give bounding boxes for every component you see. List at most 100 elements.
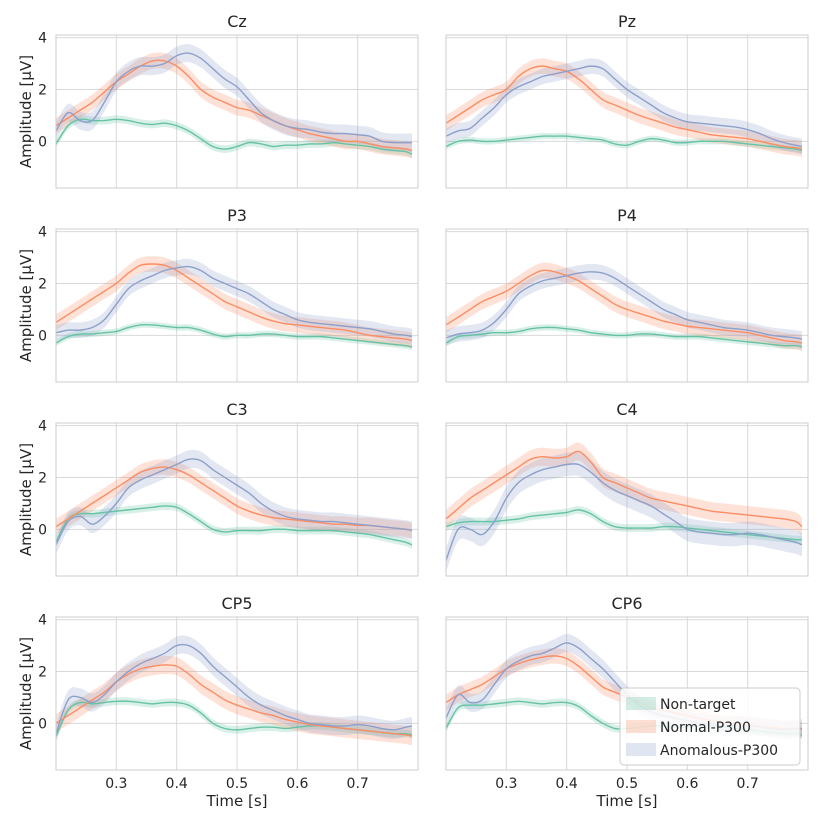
legend-swatch-non-target bbox=[626, 697, 656, 710]
legend-label-normal-p300: Normal-P300 bbox=[660, 720, 751, 736]
y-axis-label: Amplitude [μV] bbox=[17, 55, 35, 168]
series-line-normal-p300 bbox=[56, 466, 413, 532]
ci-band-normal-p300 bbox=[446, 442, 802, 536]
y-tick-label: 4 bbox=[38, 419, 47, 435]
panel-title: CP5 bbox=[222, 594, 253, 613]
series-line-anomalous-p300 bbox=[56, 265, 413, 338]
ci-band-anomalous-p300 bbox=[446, 58, 802, 155]
panel-title: P4 bbox=[617, 206, 637, 225]
ci-band-anomalous-p300 bbox=[446, 264, 802, 347]
panel-title: CP6 bbox=[612, 594, 643, 613]
panel-p4: P4 bbox=[445, 206, 809, 383]
y-axis-label: Amplitude [μV] bbox=[17, 249, 35, 362]
ci-band-normal-p300 bbox=[56, 256, 412, 349]
y-tick-label: 4 bbox=[38, 613, 47, 629]
legend-swatch-anomalous-p300 bbox=[626, 743, 656, 756]
ci-band-anomalous-p300 bbox=[56, 449, 412, 554]
legend-label-anomalous-p300: Anomalous-P300 bbox=[660, 743, 778, 759]
series-group bbox=[56, 449, 413, 554]
series-line-non-target bbox=[56, 505, 413, 546]
plot-frame bbox=[445, 422, 809, 577]
series-group bbox=[56, 256, 413, 351]
legend-label-non-target: Non-target bbox=[660, 697, 736, 713]
ci-band-anomalous-p300 bbox=[446, 452, 802, 573]
series-line-anomalous-p300 bbox=[446, 65, 803, 148]
series-line-non-target bbox=[446, 135, 803, 152]
plot-frame bbox=[55, 34, 419, 189]
legend-box bbox=[619, 687, 801, 766]
plot-frame bbox=[55, 422, 419, 577]
ci-band-normal-p300 bbox=[56, 655, 412, 746]
series-line-anomalous-p300 bbox=[56, 52, 412, 144]
series-group bbox=[56, 43, 413, 159]
series-line-anomalous-p300 bbox=[446, 271, 803, 340]
ci-band-normal-p300 bbox=[56, 459, 412, 539]
y-axis-label: Amplitude [μV] bbox=[17, 443, 35, 556]
ci-band-non-target bbox=[446, 324, 802, 351]
ci-band-normal-p300 bbox=[446, 58, 802, 157]
series-line-normal-p300 bbox=[446, 450, 803, 528]
y-tick-label: 2 bbox=[38, 664, 47, 680]
ci-band-non-target bbox=[446, 132, 802, 154]
x-tick-label: 0.4 bbox=[166, 776, 188, 792]
ci-band-anomalous-p300 bbox=[56, 43, 412, 152]
panel-pz: Pz bbox=[445, 12, 809, 189]
plot-frame bbox=[55, 616, 419, 771]
series-line-anomalous-p300 bbox=[56, 643, 413, 734]
series-group bbox=[446, 262, 803, 351]
legend: Non-target Normal-P300 Anomalous-P300 bbox=[619, 687, 801, 766]
x-tick-label: 0.7 bbox=[347, 776, 369, 792]
panel-title: C3 bbox=[226, 400, 247, 419]
ci-band-anomalous-p300 bbox=[446, 633, 802, 739]
ci-band-non-target bbox=[56, 115, 412, 159]
y-tick-label: 0 bbox=[38, 134, 47, 150]
panel-title: P3 bbox=[227, 206, 247, 225]
x-tick-label: 0.3 bbox=[105, 776, 127, 792]
y-tick-label: 4 bbox=[38, 31, 47, 47]
plot-frame bbox=[445, 616, 809, 771]
plot-frame bbox=[445, 228, 809, 383]
series-group bbox=[446, 442, 803, 573]
x-tick-label: 0.5 bbox=[226, 776, 248, 792]
y-tick-label: 4 bbox=[38, 225, 47, 241]
series-group bbox=[446, 58, 803, 157]
y-axis-label: Amplitude [μV] bbox=[17, 637, 35, 750]
series-line-normal-p300 bbox=[56, 263, 413, 342]
ci-band-non-target bbox=[56, 697, 412, 741]
y-tick-label: 0 bbox=[38, 716, 47, 732]
x-axis-label: Time [s] bbox=[596, 792, 658, 810]
x-tick-label: 0.7 bbox=[737, 776, 759, 792]
series-group bbox=[56, 635, 413, 746]
series-line-anomalous-p300 bbox=[56, 458, 413, 546]
y-tick-label: 2 bbox=[38, 276, 47, 292]
y-tick-label: 2 bbox=[38, 470, 47, 486]
x-tick-label: 0.5 bbox=[616, 776, 638, 792]
series-line-anomalous-p300 bbox=[446, 463, 803, 561]
x-tick-label: 0.6 bbox=[286, 776, 308, 792]
legend-swatch-normal-p300 bbox=[626, 720, 656, 733]
series-line-non-target bbox=[446, 509, 802, 541]
panel-title: C4 bbox=[616, 400, 637, 419]
panel-title: Cz bbox=[227, 12, 247, 31]
series-line-non-target bbox=[446, 326, 803, 348]
y-tick-label: 0 bbox=[38, 522, 47, 538]
ci-band-normal-p300 bbox=[56, 52, 412, 159]
series-line-non-target bbox=[56, 324, 413, 348]
x-tick-label: 0.6 bbox=[676, 776, 698, 792]
x-tick-label: 0.4 bbox=[556, 776, 578, 792]
plot-frame bbox=[445, 34, 809, 189]
series-line-normal-p300 bbox=[446, 269, 803, 344]
series-line-non-target bbox=[56, 118, 413, 155]
panel-c4: C4 bbox=[445, 400, 809, 577]
y-tick-label: 2 bbox=[38, 82, 47, 98]
plot-frame bbox=[55, 228, 419, 383]
x-axis-label: Time [s] bbox=[206, 792, 268, 810]
series-line-normal-p300 bbox=[446, 65, 803, 150]
x-tick-label: 0.3 bbox=[495, 776, 517, 792]
y-tick-label: 0 bbox=[38, 328, 47, 344]
panel-title: Pz bbox=[618, 12, 636, 31]
